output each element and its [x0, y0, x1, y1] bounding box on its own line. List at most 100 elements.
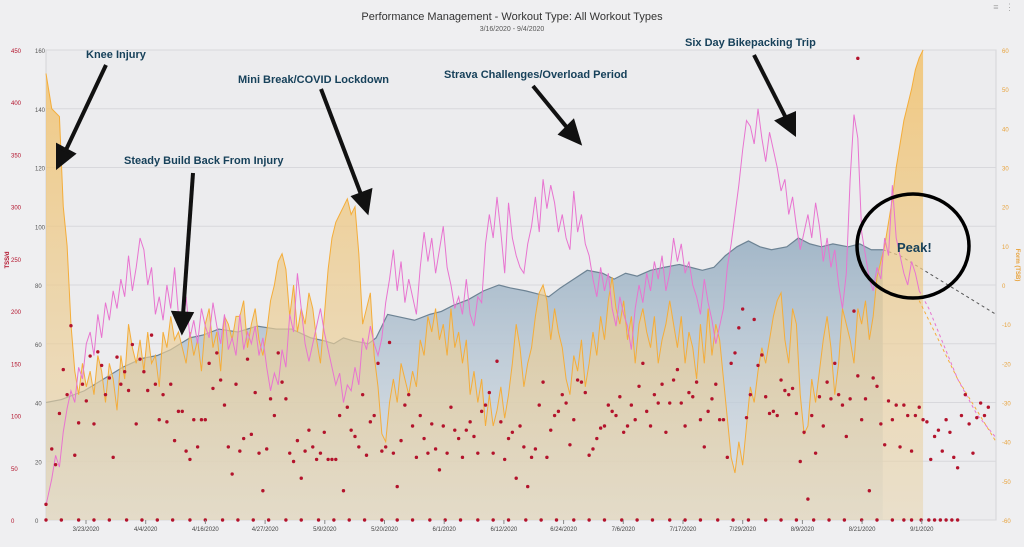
tss-dot [299, 518, 303, 522]
tss-dot [621, 430, 626, 434]
arrowhead-steady-build [170, 310, 195, 336]
tss-dot [226, 445, 231, 449]
tss-dot [879, 422, 883, 426]
tss-dot [938, 518, 943, 522]
x-tick-label: 4/16/2020 [192, 527, 219, 533]
tss-dot [433, 447, 438, 451]
tss-dot [241, 436, 246, 441]
tss-dot [524, 518, 528, 522]
tss-dot [522, 445, 526, 449]
arrowhead-knee-injury [56, 142, 77, 171]
tss-dot [238, 449, 242, 453]
tss-dot [203, 418, 207, 422]
tss-dot [875, 518, 879, 522]
tss-dot [326, 457, 330, 462]
hamburger-menu-icon[interactable]: ≡ ⋮ [993, 2, 1016, 12]
tss-dot [149, 333, 154, 337]
tss-dot [318, 451, 323, 455]
chart-title: Performance Management - Workout Type: A… [361, 11, 663, 23]
tss-dot [526, 484, 530, 489]
tss-dot [84, 399, 89, 403]
tss-dot [334, 457, 338, 462]
ctl-line [45, 237, 883, 404]
form-tick-label: -20 [1002, 362, 1011, 368]
annotation-peak: Peak! [897, 240, 932, 255]
tss-dot [251, 518, 255, 522]
tss-dot [829, 397, 833, 401]
tss-dot [330, 457, 334, 462]
tss-dot [629, 403, 634, 407]
tss-tick-label: 200 [11, 310, 22, 316]
tss-dot [337, 413, 342, 418]
tss-dot [347, 518, 351, 522]
tss-dot [360, 392, 365, 397]
tss-dot [587, 453, 591, 457]
x-tick-label: 6/24/2020 [550, 527, 577, 533]
annotation-strava: Strava Challenges/Overload Period [444, 69, 627, 81]
tss-dot [506, 436, 511, 441]
tss-dot [218, 378, 223, 382]
x-tick-label: 8/9/2020 [791, 527, 815, 533]
tss-tick-label: 150 [11, 362, 22, 368]
tss-dot [230, 472, 234, 476]
tss-dot [234, 382, 238, 386]
arrowhead-six-day [774, 110, 796, 137]
tss-dot [940, 449, 944, 453]
tss-dot [445, 451, 449, 455]
tss-dot [403, 403, 407, 407]
tss-dot [767, 411, 772, 416]
tss-dot [572, 518, 576, 522]
tss-dot [414, 455, 419, 460]
tss-dot [211, 386, 215, 391]
tss-dot [199, 418, 204, 422]
tss-dot [391, 451, 396, 455]
tss-dot [130, 342, 135, 347]
tss-dot [383, 445, 388, 449]
tss-dot [763, 395, 768, 399]
tss-dot [733, 351, 737, 355]
tss-dot [180, 409, 184, 414]
tss-dot [978, 401, 983, 405]
tss-dot [249, 432, 254, 437]
tss-dot [716, 518, 720, 522]
tss-dot [172, 438, 177, 443]
tss-dot [917, 405, 921, 409]
form-tick-label: -60 [1002, 519, 1011, 525]
tss-dot [291, 459, 296, 464]
tss-dot [625, 424, 630, 428]
tss-dot [140, 518, 144, 522]
tss-dot [184, 449, 188, 453]
tss-dot [142, 369, 146, 374]
ctl-tick-label: 0 [35, 519, 39, 525]
tss-dot [842, 518, 847, 522]
tss-dot [668, 401, 672, 405]
tss-dot [950, 518, 954, 522]
ctl-tick-label: 80 [35, 284, 42, 290]
tss-dot [790, 386, 795, 391]
tss-dot [111, 455, 115, 460]
tss-dot [652, 392, 657, 397]
tss-dot [207, 361, 211, 366]
tss-dot [124, 518, 129, 522]
atl-line [45, 108, 920, 506]
tss-dot [253, 390, 257, 395]
tss-dot [153, 382, 158, 386]
tss-dot [859, 418, 864, 422]
tss-dot [192, 418, 196, 422]
tss-dot [96, 350, 100, 354]
tss-dot [295, 438, 300, 443]
tss-dot [902, 518, 906, 522]
tss-dot [73, 453, 77, 457]
tss-dot [195, 445, 200, 449]
tss-dot [572, 418, 576, 422]
tss-dot [564, 401, 568, 405]
tss-dot [650, 518, 655, 522]
tss-dot [107, 518, 112, 522]
tss-dot [863, 397, 868, 401]
tss-dot [76, 421, 81, 425]
annotation-mini-break: Mini Break/COVID Lockdown [238, 74, 389, 86]
tss-dot [307, 428, 311, 432]
tss-dot [134, 422, 138, 426]
tss-dot [422, 436, 426, 441]
tss-dot [476, 451, 480, 455]
